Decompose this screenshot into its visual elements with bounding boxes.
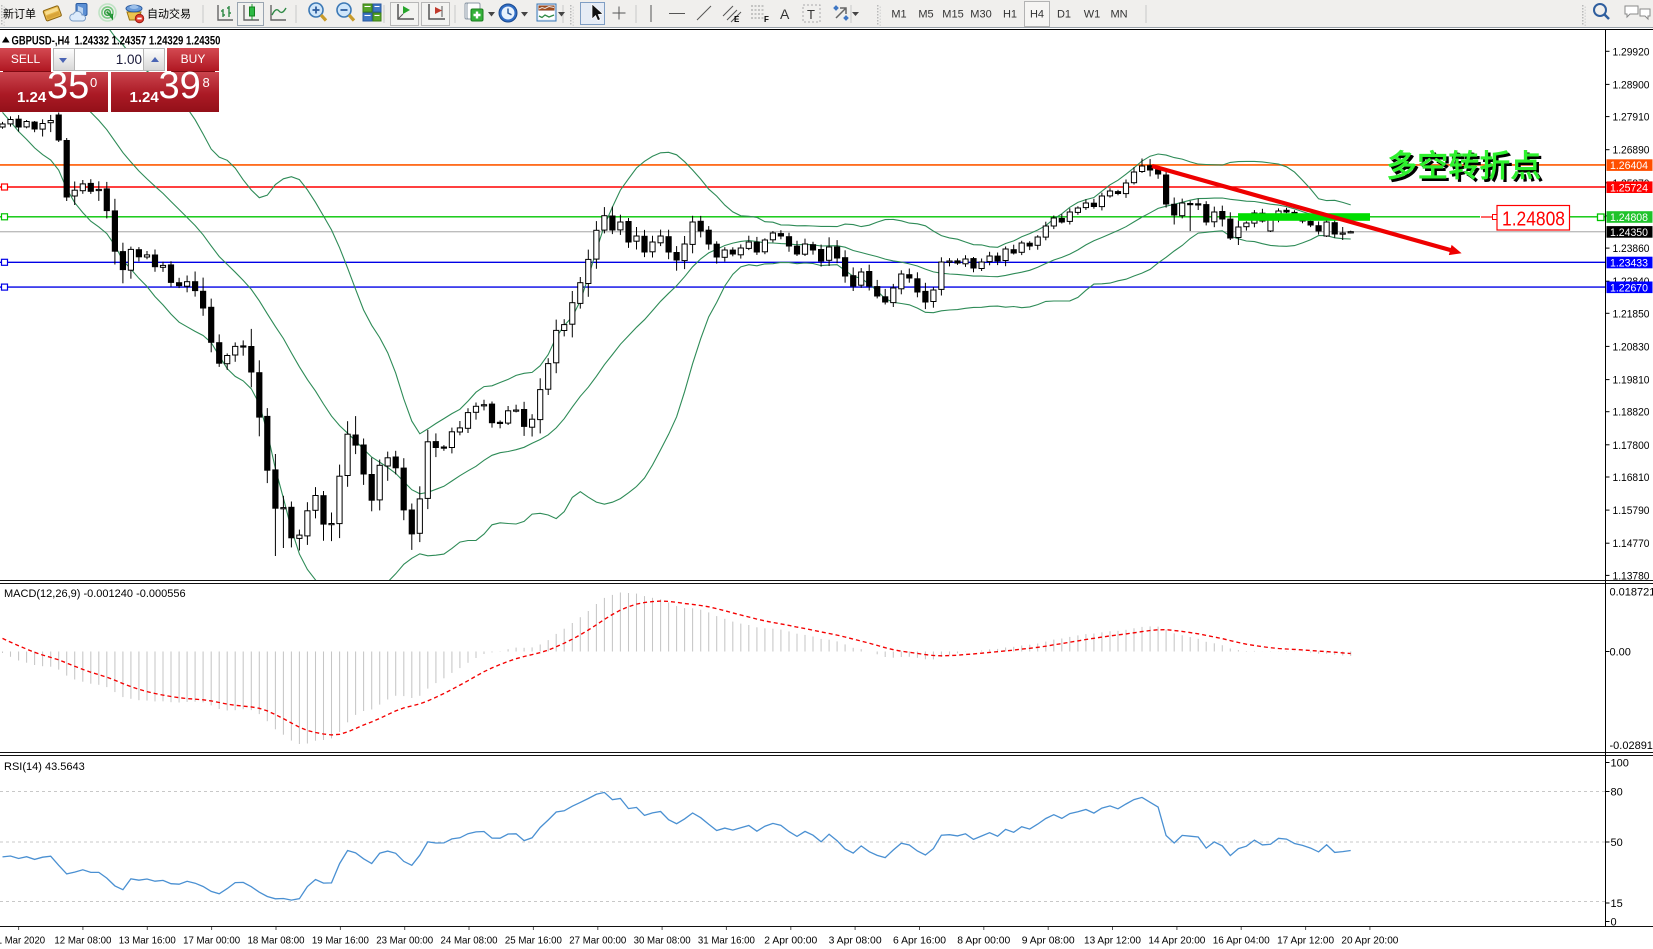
svg-text:1.23860: 1.23860 <box>1613 243 1650 255</box>
svg-text:2 Apr 00:00: 2 Apr 00:00 <box>764 935 817 947</box>
svg-text:9 Apr 08:00: 9 Apr 08:00 <box>1022 935 1075 947</box>
svg-text:新订单: 新订单 <box>3 7 36 21</box>
svg-text:D1: D1 <box>1057 9 1071 21</box>
svg-text:M30: M30 <box>970 9 991 21</box>
svg-text:1.19810: 1.19810 <box>1613 375 1650 387</box>
svg-text:-0.028913: -0.028913 <box>1610 740 1653 752</box>
svg-text:1.13780: 1.13780 <box>1613 570 1650 582</box>
svg-text:1.23433: 1.23433 <box>1610 258 1648 270</box>
svg-text:1.29920: 1.29920 <box>1613 46 1650 58</box>
svg-text:19 Mar 16:00: 19 Mar 16:00 <box>312 935 369 947</box>
svg-text:E: E <box>734 15 740 24</box>
svg-text:M15: M15 <box>942 9 963 21</box>
svg-text:1.24332 1.24357 1.24329 1.2435: 1.24332 1.24357 1.24329 1.24350 <box>75 36 221 48</box>
svg-text:23 Mar 00:00: 23 Mar 00:00 <box>376 935 433 947</box>
svg-text:T: T <box>807 7 815 22</box>
svg-text:1.25724: 1.25724 <box>1610 182 1648 194</box>
svg-text:多空转折点: 多空转折点 <box>1389 152 1544 186</box>
svg-text:0.018721: 0.018721 <box>1610 587 1653 599</box>
svg-text:13 Apr 12:00: 13 Apr 12:00 <box>1084 935 1141 947</box>
svg-text:1.26890: 1.26890 <box>1613 145 1650 157</box>
svg-text:8 Apr 00:00: 8 Apr 00:00 <box>957 935 1010 947</box>
svg-text:0: 0 <box>1611 917 1617 929</box>
svg-text:17 Apr 12:00: 17 Apr 12:00 <box>1277 935 1334 947</box>
svg-text:17 Mar 00:00: 17 Mar 00:00 <box>183 935 240 947</box>
svg-text:11 Mar 2020: 11 Mar 2020 <box>0 935 45 947</box>
svg-text:12 Mar 08:00: 12 Mar 08:00 <box>54 935 111 947</box>
svg-text:6 Apr 16:00: 6 Apr 16:00 <box>893 935 946 947</box>
svg-text:31 Mar 16:00: 31 Mar 16:00 <box>698 935 755 947</box>
svg-text:1.26404: 1.26404 <box>1610 160 1648 172</box>
svg-text:50: 50 <box>1611 837 1623 849</box>
svg-text:15: 15 <box>1611 898 1623 910</box>
svg-text:自动交易: 自动交易 <box>147 7 191 21</box>
svg-text:24 Mar 08:00: 24 Mar 08:00 <box>441 935 498 947</box>
svg-text:1.24808: 1.24808 <box>1610 212 1648 224</box>
svg-text:1.18820: 1.18820 <box>1613 407 1650 419</box>
svg-text:M1: M1 <box>891 9 906 21</box>
svg-text:F: F <box>764 15 769 24</box>
svg-text:MACD(12,26,9) -0.001240 -0.000: MACD(12,26,9) -0.001240 -0.000556 <box>4 588 186 600</box>
svg-text:1.15790: 1.15790 <box>1613 505 1650 517</box>
svg-text:3 Apr 08:00: 3 Apr 08:00 <box>829 935 882 947</box>
svg-text:H1: H1 <box>1003 9 1017 21</box>
svg-text:1.17800: 1.17800 <box>1613 440 1650 452</box>
svg-text:1.27910: 1.27910 <box>1613 112 1650 124</box>
svg-text:1.20830: 1.20830 <box>1613 341 1650 353</box>
svg-text:H4: H4 <box>1030 9 1044 21</box>
svg-text:18 Mar 08:00: 18 Mar 08:00 <box>248 935 305 947</box>
svg-text:27 Mar 00:00: 27 Mar 00:00 <box>569 935 626 947</box>
svg-text:A: A <box>780 6 790 22</box>
svg-text:1.16810: 1.16810 <box>1613 472 1650 484</box>
svg-text:20 Apr 20:00: 20 Apr 20:00 <box>1341 935 1398 947</box>
svg-text:MN: MN <box>1110 9 1127 21</box>
svg-text:1.24808: 1.24808 <box>1502 208 1565 231</box>
svg-text:14 Apr 20:00: 14 Apr 20:00 <box>1148 935 1205 947</box>
svg-text:1.14770: 1.14770 <box>1613 538 1650 550</box>
svg-text:13 Mar 16:00: 13 Mar 16:00 <box>119 935 176 947</box>
svg-text:1.21850: 1.21850 <box>1613 308 1650 320</box>
svg-text:1.24350: 1.24350 <box>1610 227 1648 239</box>
svg-text:RSI(14) 43.5643: RSI(14) 43.5643 <box>4 761 85 773</box>
svg-text:W1: W1 <box>1084 9 1101 21</box>
svg-text:30 Mar 08:00: 30 Mar 08:00 <box>634 935 691 947</box>
svg-text:0.00: 0.00 <box>1610 647 1631 659</box>
svg-text:80: 80 <box>1611 787 1623 799</box>
svg-text:16 Apr 04:00: 16 Apr 04:00 <box>1213 935 1270 947</box>
svg-text:M5: M5 <box>918 9 933 21</box>
svg-text:25 Mar 16:00: 25 Mar 16:00 <box>505 935 562 947</box>
svg-text:GBPUSD-,H4: GBPUSD-,H4 <box>12 36 70 48</box>
svg-text:100: 100 <box>1611 758 1629 770</box>
svg-text:1.28900: 1.28900 <box>1613 79 1650 91</box>
svg-text:1.22670: 1.22670 <box>1610 282 1648 294</box>
svg-text:多空转折点: 多空转折点 <box>1387 150 1542 184</box>
